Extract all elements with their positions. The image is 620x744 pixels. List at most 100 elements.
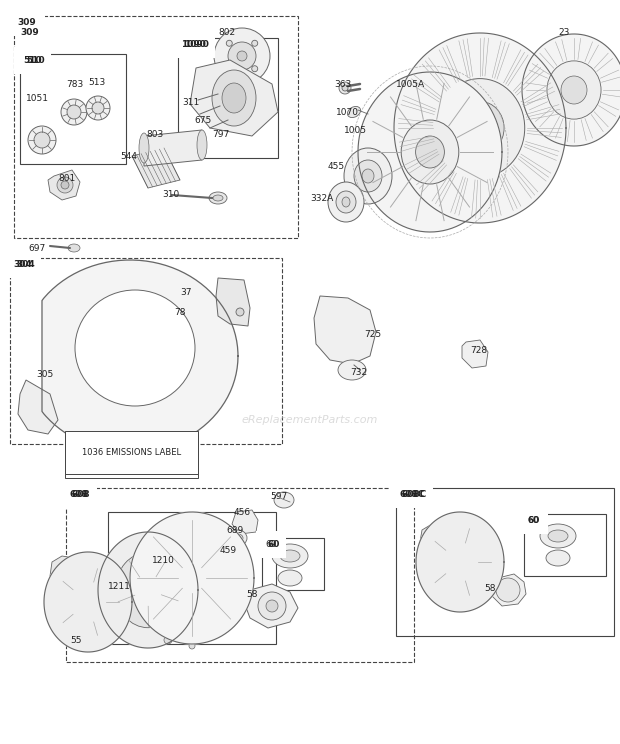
Ellipse shape <box>278 570 302 586</box>
Text: 544: 544 <box>120 152 137 161</box>
Polygon shape <box>522 34 620 146</box>
Text: 513: 513 <box>88 78 105 87</box>
Text: 78: 78 <box>174 308 185 317</box>
Text: 1036 EMISSIONS LABEL: 1036 EMISSIONS LABEL <box>82 448 181 457</box>
Ellipse shape <box>69 581 107 623</box>
Polygon shape <box>42 260 238 452</box>
Ellipse shape <box>456 101 504 155</box>
Text: 728: 728 <box>470 346 487 355</box>
Text: 608C: 608C <box>402 490 427 499</box>
Text: 37: 37 <box>180 288 192 297</box>
Ellipse shape <box>61 99 87 125</box>
Ellipse shape <box>56 563 70 579</box>
Text: 597: 597 <box>270 492 287 501</box>
Ellipse shape <box>266 600 278 612</box>
Ellipse shape <box>435 79 525 177</box>
Ellipse shape <box>443 542 477 582</box>
Text: 23: 23 <box>558 28 569 37</box>
Polygon shape <box>98 532 198 648</box>
Circle shape <box>164 636 172 644</box>
Ellipse shape <box>228 555 240 565</box>
Ellipse shape <box>426 530 440 546</box>
Text: 797: 797 <box>212 130 229 139</box>
Bar <box>178 38 278 158</box>
Polygon shape <box>462 340 488 368</box>
Text: 608: 608 <box>72 490 91 499</box>
Polygon shape <box>216 278 250 326</box>
Text: 311: 311 <box>182 98 199 107</box>
Text: 60: 60 <box>268 540 280 549</box>
Ellipse shape <box>229 530 247 546</box>
Text: 1005A: 1005A <box>396 80 425 89</box>
Circle shape <box>252 40 258 46</box>
Ellipse shape <box>280 550 300 562</box>
Bar <box>396 488 614 636</box>
Text: 1211: 1211 <box>108 582 131 591</box>
Text: 1090: 1090 <box>184 40 209 49</box>
Bar <box>524 514 606 576</box>
Polygon shape <box>50 556 78 586</box>
Ellipse shape <box>214 28 270 84</box>
Ellipse shape <box>415 136 445 168</box>
Polygon shape <box>416 512 504 612</box>
Text: 55: 55 <box>70 636 81 645</box>
Polygon shape <box>130 512 254 644</box>
Text: 310: 310 <box>162 190 179 199</box>
Ellipse shape <box>362 169 374 183</box>
Ellipse shape <box>496 578 520 602</box>
Text: 309: 309 <box>17 18 36 27</box>
Ellipse shape <box>212 70 256 126</box>
Text: 510: 510 <box>26 56 45 65</box>
Ellipse shape <box>222 83 246 113</box>
Polygon shape <box>420 524 448 552</box>
Bar <box>14 16 298 238</box>
Ellipse shape <box>34 132 50 148</box>
Ellipse shape <box>347 106 361 118</box>
Ellipse shape <box>86 96 110 120</box>
Ellipse shape <box>197 130 207 160</box>
Ellipse shape <box>548 530 568 542</box>
Text: 58: 58 <box>246 590 257 599</box>
Text: 510: 510 <box>23 56 42 65</box>
Ellipse shape <box>68 244 80 252</box>
Ellipse shape <box>354 160 382 192</box>
Ellipse shape <box>237 51 247 61</box>
Ellipse shape <box>428 526 492 598</box>
Text: eReplacementParts.com: eReplacementParts.com <box>242 415 378 426</box>
Circle shape <box>339 82 351 94</box>
Ellipse shape <box>61 181 69 189</box>
Polygon shape <box>314 296 376 364</box>
Ellipse shape <box>139 133 149 163</box>
Text: 58: 58 <box>484 584 495 593</box>
Ellipse shape <box>115 552 180 628</box>
Text: 363: 363 <box>334 80 352 89</box>
Text: 304: 304 <box>13 260 32 269</box>
Text: 697: 697 <box>28 244 45 253</box>
Text: 1005: 1005 <box>344 126 367 135</box>
Polygon shape <box>358 72 502 232</box>
Ellipse shape <box>92 102 104 114</box>
Ellipse shape <box>258 592 286 620</box>
Ellipse shape <box>75 290 195 406</box>
Ellipse shape <box>561 76 587 104</box>
Text: 60: 60 <box>527 516 539 525</box>
Text: 1090: 1090 <box>181 40 206 49</box>
Text: 332A: 332A <box>310 194 334 203</box>
Ellipse shape <box>28 126 56 154</box>
Text: 803: 803 <box>146 130 163 139</box>
Text: 1210: 1210 <box>152 556 175 565</box>
Ellipse shape <box>213 195 223 201</box>
Polygon shape <box>132 148 180 188</box>
Ellipse shape <box>56 566 120 638</box>
Bar <box>108 512 276 644</box>
Circle shape <box>252 65 258 71</box>
Bar <box>20 54 126 164</box>
Text: 1070: 1070 <box>336 108 359 117</box>
Text: 608: 608 <box>69 490 87 499</box>
Text: 305: 305 <box>36 370 53 379</box>
Circle shape <box>236 308 244 316</box>
Ellipse shape <box>272 544 308 568</box>
Ellipse shape <box>57 177 73 193</box>
Polygon shape <box>244 584 298 628</box>
Bar <box>262 538 324 590</box>
